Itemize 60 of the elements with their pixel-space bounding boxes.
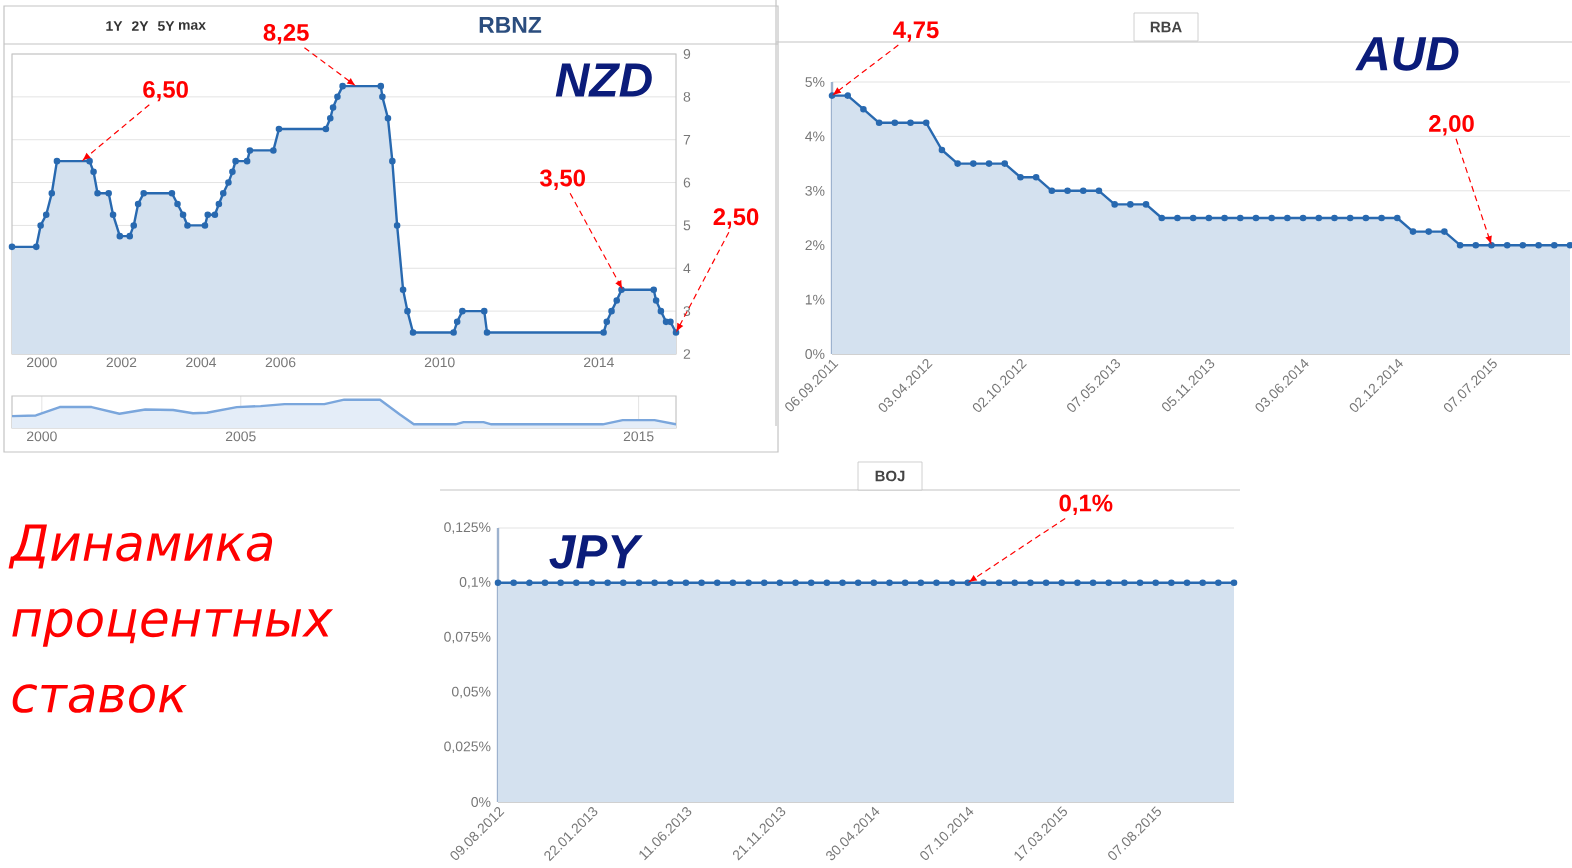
point [954,160,961,167]
point [1299,214,1307,222]
annotation: 8,25 [263,23,309,45]
point [1315,214,1323,222]
point [938,146,946,154]
point [1252,214,1260,222]
point [1425,228,1432,235]
point [1001,160,1009,167]
annotation: 2,00 [1429,115,1474,136]
point [1111,201,1118,208]
annotation: 4,75 [893,21,939,42]
point [1566,241,1572,249]
point [844,92,851,99]
point [891,119,899,127]
point [1205,214,1213,222]
point [1551,241,1558,249]
annotation: 6,50 [143,80,188,102]
point [1032,173,1040,181]
point [1362,214,1370,222]
point [1236,214,1244,222]
point [1378,214,1385,222]
chart-subtitle: JPY [549,535,643,569]
point [875,119,883,127]
point [1394,214,1401,222]
point [1189,214,1197,222]
point [1268,214,1275,222]
chart-title: RBNZ [479,17,542,33]
point [1048,187,1056,195]
point [1441,228,1448,235]
point [1174,214,1181,222]
point [1142,201,1150,208]
point [1127,201,1134,208]
point [1221,214,1228,222]
point [1331,214,1338,222]
annotation: 0,1% [1059,494,1113,515]
point [860,105,867,113]
point [970,160,977,167]
point [1503,241,1511,249]
point [1017,173,1024,181]
chart-subtitle: AUD [1355,37,1459,71]
annotation: 2,50 [713,208,759,229]
point [1472,241,1480,249]
point [1346,214,1354,222]
point [828,92,836,99]
point [1284,214,1291,222]
point [1519,241,1527,249]
point [922,119,930,127]
text: Динамика процентных ставок [8,524,334,713]
point [1095,187,1103,195]
point [1064,187,1071,195]
point [1158,214,1166,222]
point [1079,187,1087,195]
annotation: 3,50 [539,169,585,190]
point [907,119,914,127]
point [1456,241,1464,249]
point [1535,241,1542,249]
point [985,160,993,167]
point [1488,241,1495,249]
chart-subtitle: NZD [555,63,652,97]
point [1409,228,1417,235]
